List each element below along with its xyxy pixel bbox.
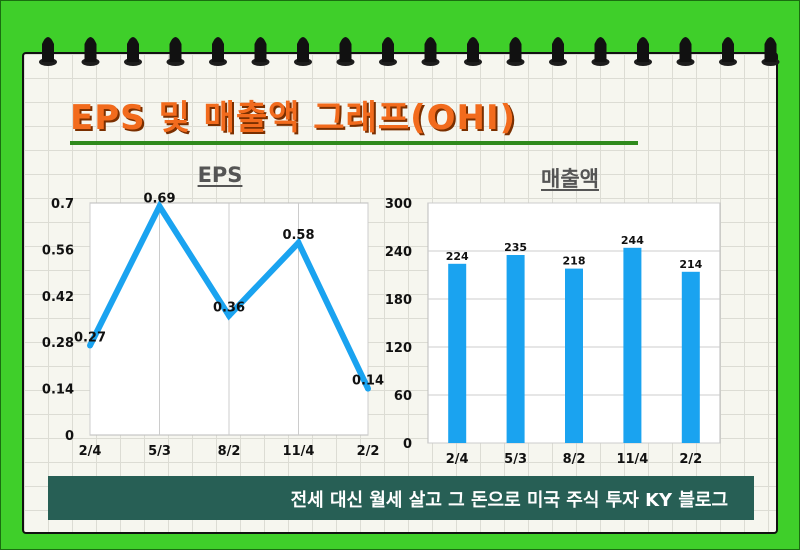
eps-x-tick-label: 8/2 [218, 444, 241, 459]
eps-x-tick-label: 2/2 [357, 444, 380, 459]
ring [212, 37, 224, 62]
eps-data-point [156, 203, 163, 210]
revenue-bar [448, 263, 467, 443]
revenue-x-tick-label: 5/3 [504, 452, 527, 467]
revenue-x-tick-label: 11/4 [616, 452, 648, 467]
ring [424, 37, 437, 62]
revenue-data-label: 244 [621, 234, 644, 247]
ring [552, 37, 564, 62]
footer-banner: 전세 대신 월세 살고 그 돈으로 미국 주식 투자 KY 블로그 [48, 476, 754, 520]
eps-data-point [226, 312, 232, 319]
ring [637, 37, 649, 62]
eps-y-tick-label: 0.14 [42, 383, 74, 398]
revenue-y-tick-label: 120 [385, 341, 412, 356]
eps-data-point [87, 342, 93, 349]
footer-text: 전세 대신 월세 살고 그 돈으로 미국 주식 투자 KY 블로그 [290, 490, 728, 511]
revenue-bar [565, 268, 583, 443]
revenue-y-tick-label: 60 [394, 389, 412, 404]
eps-y-tick-label: 0.56 [42, 243, 74, 258]
revenue-y-tick-label: 0 [403, 437, 412, 452]
eps-data-label: 0.69 [143, 191, 175, 206]
revenue-data-label: 224 [446, 250, 469, 263]
revenue-data-label: 214 [679, 258, 702, 271]
revenue-chart-title: 매출액 [541, 167, 599, 191]
eps-x-tick-label: 5/3 [148, 444, 171, 459]
revenue-y-tick-label: 180 [385, 293, 412, 308]
eps-data-label: 0.14 [352, 374, 384, 389]
revenue-y-tick-label: 300 [385, 197, 412, 212]
revenue-x-tick-label: 2/2 [679, 452, 702, 467]
eps-y-tick-label: 0.7 [51, 197, 74, 212]
eps-x-tick-label: 11/4 [283, 444, 315, 459]
eps-x-tick-label: 2/4 [79, 444, 102, 459]
ring [254, 37, 267, 62]
binder-rings [39, 37, 780, 66]
revenue-bar [681, 271, 700, 443]
ring [467, 37, 479, 62]
page-title: EPS 및 매출액 그래프(OHI) [70, 98, 517, 138]
eps-y-tick-label: 0 [65, 429, 74, 444]
ring [764, 37, 777, 62]
revenue-bar [506, 255, 525, 443]
ring [42, 37, 54, 62]
revenue-x-tick-label: 2/4 [446, 452, 469, 467]
revenue-data-label: 235 [504, 241, 527, 254]
ring [679, 37, 692, 62]
ring [127, 37, 139, 62]
revenue-data-label: 218 [563, 255, 586, 268]
ring [382, 37, 394, 62]
eps-data-point [295, 239, 302, 246]
ring [84, 37, 97, 62]
eps-data-label: 0.27 [74, 331, 106, 346]
ring [297, 37, 309, 62]
ring [722, 37, 734, 62]
grass-divider [70, 141, 638, 145]
eps-data-label: 0.36 [213, 301, 245, 316]
eps-y-tick-label: 0.42 [42, 290, 74, 305]
eps-data-point [365, 385, 371, 392]
revenue-x-tick-label: 8/2 [563, 452, 586, 467]
ring [169, 37, 182, 62]
revenue-y-tick-label: 240 [385, 245, 412, 260]
revenue-bar [623, 247, 642, 443]
ring [509, 37, 522, 62]
eps-y-tick-label: 0.28 [42, 336, 74, 351]
ring [339, 37, 352, 62]
eps-data-label: 0.58 [282, 228, 314, 243]
eps-chart-title: EPS [197, 163, 243, 187]
ring [594, 37, 607, 62]
